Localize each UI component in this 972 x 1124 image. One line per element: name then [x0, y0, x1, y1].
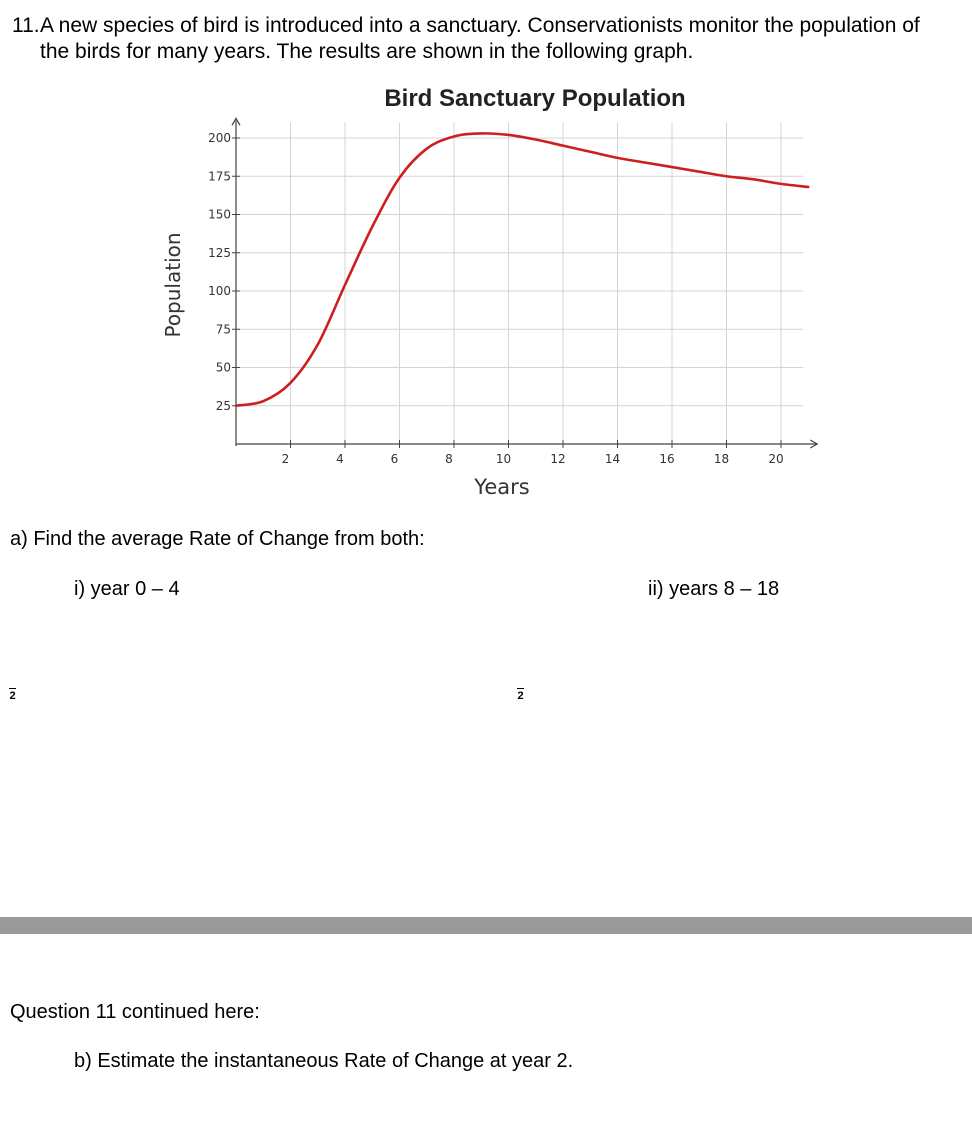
page-divider	[0, 917, 972, 934]
marks-indicator: 2	[517, 688, 524, 702]
marks-denominator: 2	[9, 690, 16, 702]
y-tick-label: 175	[208, 169, 231, 183]
fraction-bar	[517, 688, 524, 689]
question-text-line-1: A new species of bird is introduced into…	[40, 14, 920, 37]
question-number: 11.	[12, 14, 40, 37]
part-b-prompt: b) Estimate the instantaneous Rate of Ch…	[74, 1050, 574, 1072]
x-tick-label: 12	[550, 452, 565, 466]
axes	[231, 117, 819, 449]
part-a-ii-label: ii) years 8 – 18	[648, 578, 780, 600]
chart-svg: Bird Sanctuary Population Population Yea…	[161, 85, 819, 499]
x-tick-label: 6	[391, 452, 399, 466]
x-tick-label: 20	[768, 452, 783, 466]
y-tick-label: 100	[208, 284, 231, 298]
marks-denominator: 2	[517, 690, 524, 702]
population-chart: Bird Sanctuary Population Population Yea…	[0, 0, 972, 520]
marks-indicator: 2	[9, 688, 16, 702]
x-tick-label: 16	[659, 452, 674, 466]
x-tick-label: 10	[496, 452, 511, 466]
y-axis-arrow-icon	[231, 117, 241, 126]
part-a-i-label: i) year 0 – 4	[74, 578, 180, 600]
population-line	[234, 132, 810, 408]
x-tick-label: 2	[282, 452, 290, 466]
x-tick-label: 14	[605, 452, 620, 466]
tick-labels: 2 4 6 8 10 12 14 16 18 20 25 50 75 100 125 150 175 200	[208, 131, 784, 466]
fraction-bar	[9, 688, 16, 689]
grid	[236, 122, 804, 444]
chart-title: Bird Sanctuary Population	[384, 85, 685, 112]
x-axis-arrow-icon	[809, 439, 819, 449]
y-tick-label: 25	[216, 399, 231, 413]
x-tick-label: 4	[336, 452, 344, 466]
x-axis-label: Years	[473, 475, 529, 499]
continued-label: Question 11 continued here:	[10, 1001, 260, 1023]
y-tick-label: 150	[208, 208, 231, 222]
y-tick-label: 125	[208, 246, 231, 260]
question-text-line-2: the birds for many years. The results ar…	[40, 40, 694, 63]
y-tick-label: 75	[216, 322, 231, 336]
y-tick-label: 50	[216, 361, 231, 375]
series	[234, 132, 810, 408]
y-tick-label: 200	[208, 131, 231, 145]
y-axis-label: Population	[161, 232, 185, 337]
x-tick-label: 18	[714, 452, 729, 466]
part-a-prompt: a) Find the average Rate of Change from …	[10, 528, 425, 550]
x-tick-label: 8	[445, 452, 453, 466]
